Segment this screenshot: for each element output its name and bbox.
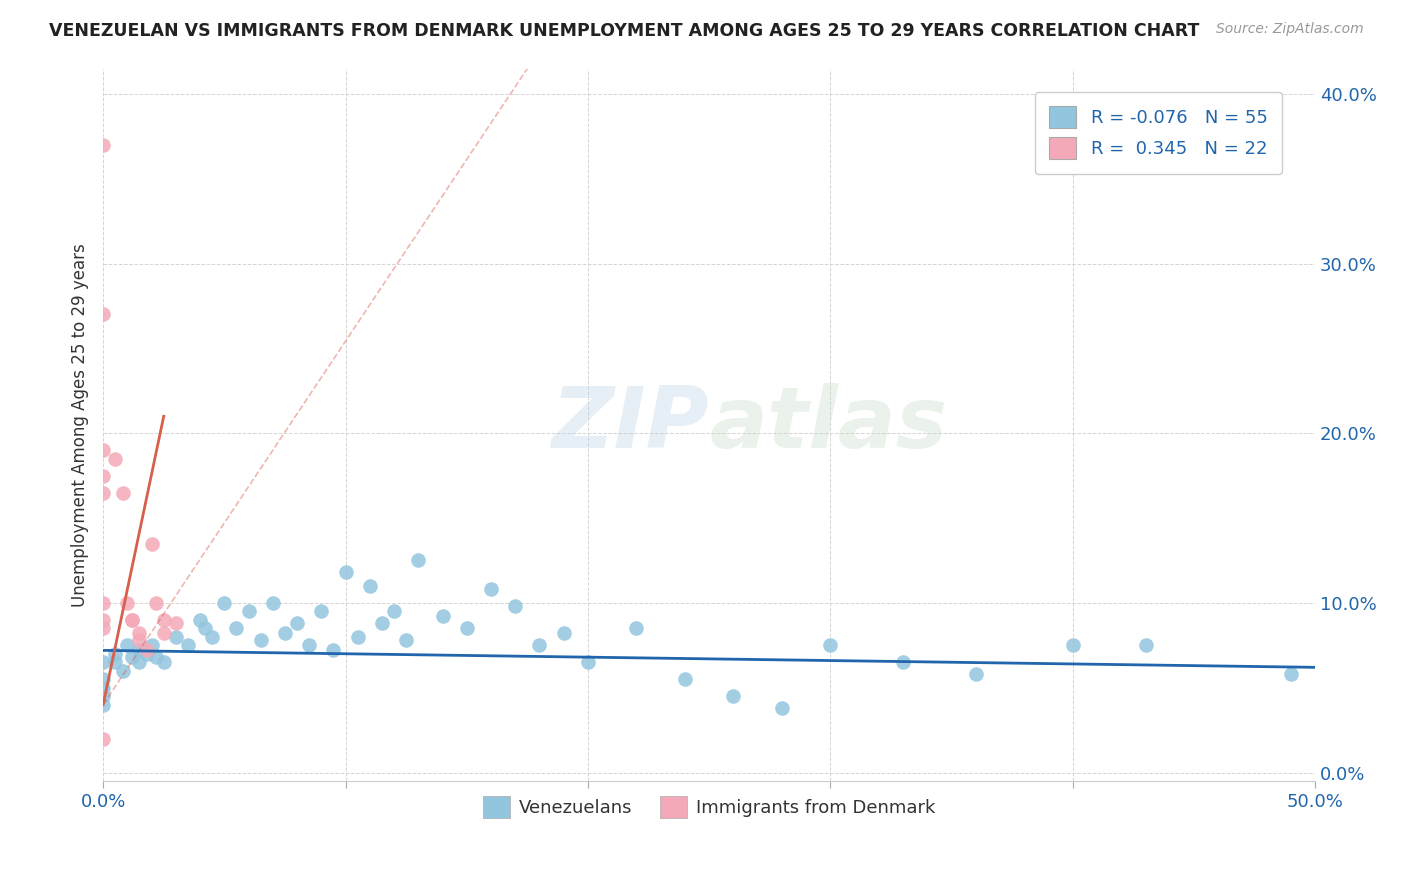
Point xyxy=(432,609,454,624)
Point xyxy=(1279,667,1302,681)
Point xyxy=(188,613,211,627)
Point xyxy=(152,626,174,640)
Point xyxy=(135,643,157,657)
Point xyxy=(382,604,405,618)
Point xyxy=(104,647,127,661)
Point xyxy=(128,633,150,648)
Point xyxy=(91,731,114,746)
Point xyxy=(322,643,344,657)
Point xyxy=(238,604,260,618)
Point xyxy=(91,681,114,695)
Point xyxy=(346,630,368,644)
Point xyxy=(145,650,167,665)
Point xyxy=(891,655,914,669)
Point xyxy=(770,701,793,715)
Point xyxy=(128,626,150,640)
Point xyxy=(152,655,174,669)
Point xyxy=(214,596,236,610)
Point xyxy=(165,630,187,644)
Point xyxy=(145,596,167,610)
Point xyxy=(111,664,134,678)
Point xyxy=(152,613,174,627)
Point xyxy=(262,596,284,610)
Point xyxy=(177,638,200,652)
Point xyxy=(1135,638,1157,652)
Point xyxy=(274,626,297,640)
Point xyxy=(121,613,143,627)
Point xyxy=(673,672,696,686)
Point xyxy=(965,667,987,681)
Point xyxy=(456,621,478,635)
Point xyxy=(128,655,150,669)
Point xyxy=(249,633,271,648)
Point xyxy=(91,485,114,500)
Point xyxy=(91,596,114,610)
Point xyxy=(104,451,127,466)
Point xyxy=(626,621,648,635)
Point xyxy=(91,137,114,152)
Text: VENEZUELAN VS IMMIGRANTS FROM DENMARK UNEMPLOYMENT AMONG AGES 25 TO 29 YEARS COR: VENEZUELAN VS IMMIGRANTS FROM DENMARK UN… xyxy=(49,22,1199,40)
Point xyxy=(91,443,114,458)
Point xyxy=(194,621,217,635)
Point xyxy=(128,643,150,657)
Text: ZIP: ZIP xyxy=(551,384,709,467)
Point xyxy=(141,536,163,550)
Point xyxy=(285,616,308,631)
Point xyxy=(91,613,114,627)
Point xyxy=(91,621,114,635)
Point xyxy=(121,613,143,627)
Point xyxy=(335,566,357,580)
Point xyxy=(723,689,745,703)
Point xyxy=(104,655,127,669)
Point xyxy=(91,468,114,483)
Point xyxy=(529,638,551,652)
Point xyxy=(1062,638,1084,652)
Point xyxy=(135,647,157,661)
Point xyxy=(117,638,139,652)
Point xyxy=(225,621,247,635)
Point xyxy=(576,655,599,669)
Point xyxy=(121,650,143,665)
Point xyxy=(311,604,333,618)
Point xyxy=(479,582,502,597)
Point xyxy=(91,308,114,322)
Text: atlas: atlas xyxy=(709,384,948,467)
Point xyxy=(298,638,321,652)
Point xyxy=(359,579,381,593)
Point xyxy=(91,655,114,669)
Point xyxy=(91,698,114,712)
Point xyxy=(91,672,114,686)
Point xyxy=(111,485,134,500)
Point xyxy=(406,553,429,567)
Y-axis label: Unemployment Among Ages 25 to 29 years: Unemployment Among Ages 25 to 29 years xyxy=(72,243,89,607)
Point xyxy=(165,616,187,631)
Point xyxy=(553,626,575,640)
Point xyxy=(503,599,526,614)
Point xyxy=(820,638,842,652)
Point xyxy=(395,633,418,648)
Point xyxy=(201,630,224,644)
Point xyxy=(141,638,163,652)
Point xyxy=(91,689,114,703)
Text: Source: ZipAtlas.com: Source: ZipAtlas.com xyxy=(1216,22,1364,37)
Point xyxy=(371,616,394,631)
Legend: Venezuelans, Immigrants from Denmark: Venezuelans, Immigrants from Denmark xyxy=(475,789,942,825)
Point xyxy=(117,596,139,610)
